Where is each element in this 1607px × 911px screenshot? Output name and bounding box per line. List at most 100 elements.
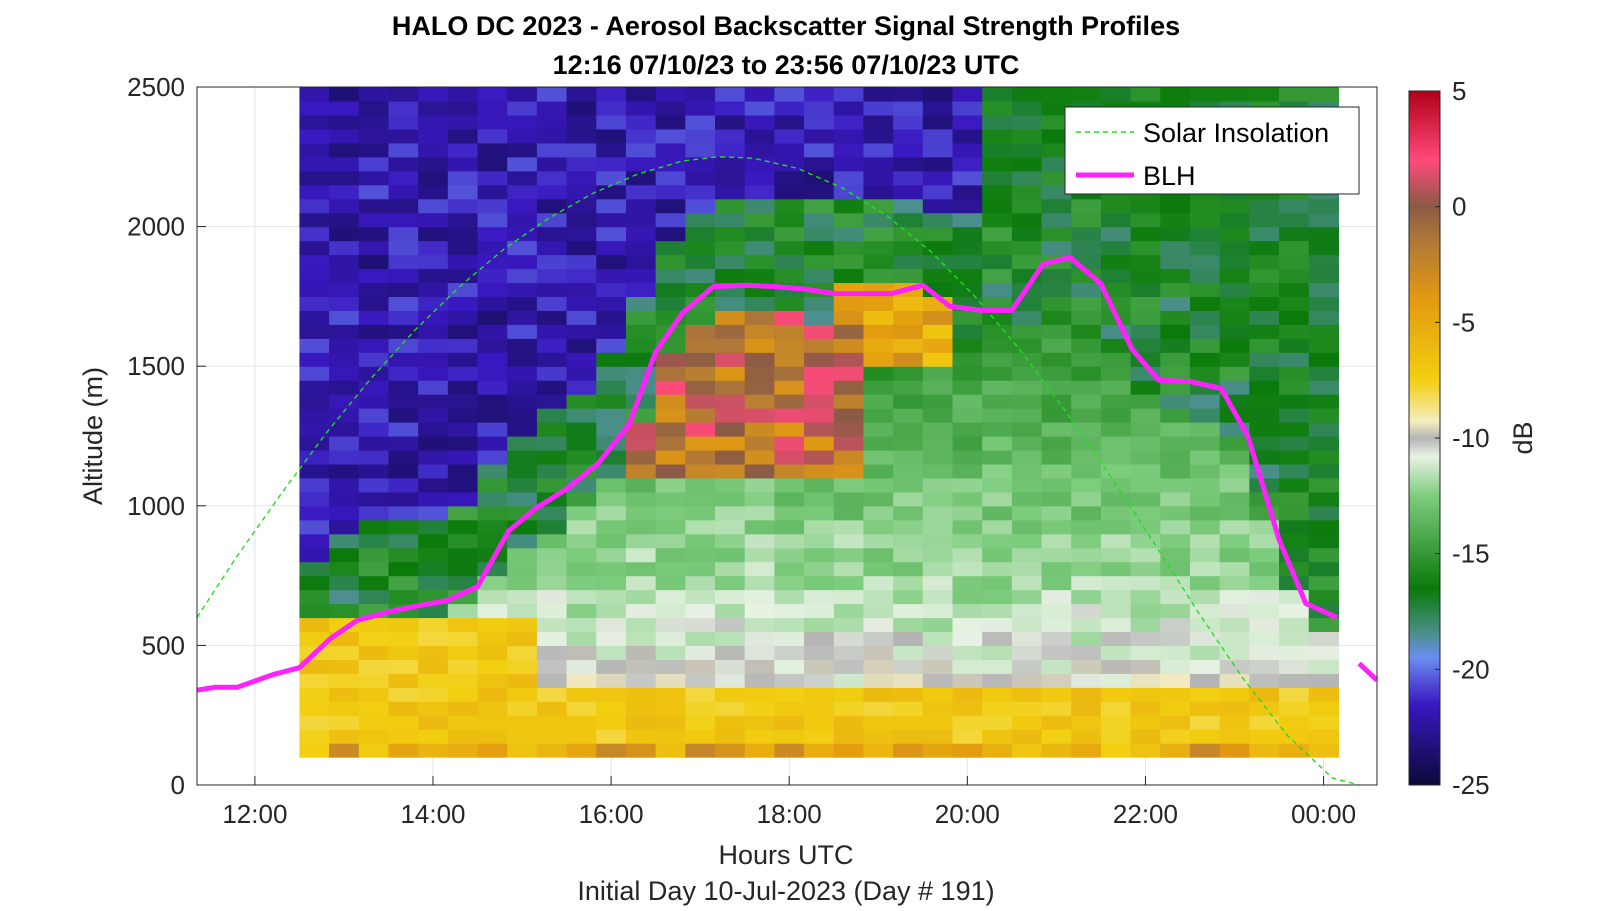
heatmap-cell bbox=[685, 352, 716, 367]
heatmap-cell bbox=[418, 212, 449, 228]
heatmap-cell bbox=[1160, 547, 1191, 563]
heatmap-cell bbox=[1071, 701, 1102, 716]
heatmap-cell bbox=[418, 198, 449, 214]
heatmap-cell bbox=[418, 673, 449, 688]
colorbar-tick-label: 0 bbox=[1452, 192, 1466, 222]
heatmap-cell bbox=[952, 394, 983, 409]
heatmap-cell bbox=[299, 87, 330, 88]
heatmap-cell bbox=[418, 114, 449, 130]
heatmap-cell bbox=[418, 352, 449, 367]
heatmap-cell bbox=[1011, 324, 1043, 339]
heatmap-cell bbox=[329, 505, 360, 521]
heatmap-cell bbox=[685, 589, 716, 605]
heatmap-cell bbox=[1011, 366, 1043, 381]
heatmap-cell bbox=[1041, 366, 1072, 381]
heatmap-cell bbox=[774, 575, 805, 591]
heatmap-cell bbox=[685, 240, 716, 256]
heatmap-cell bbox=[893, 87, 924, 102]
heatmap-cell bbox=[507, 45, 537, 60]
heatmap-cell bbox=[625, 296, 657, 311]
heatmap-cell bbox=[477, 394, 508, 409]
heatmap-cell bbox=[1100, 198, 1132, 214]
heatmap-cell bbox=[388, 310, 419, 325]
heatmap-cell bbox=[744, 352, 775, 367]
heatmap-cell bbox=[478, 59, 508, 74]
heatmap-cell bbox=[447, 519, 479, 535]
y-axis-label: Altitude (m) bbox=[78, 367, 108, 505]
heatmap-cell bbox=[655, 547, 686, 563]
heatmap-cell bbox=[804, 212, 835, 228]
heatmap-cell bbox=[804, 184, 835, 200]
heatmap-cell bbox=[804, 631, 835, 646]
heatmap-cell bbox=[863, 240, 894, 256]
heatmap-cell bbox=[566, 254, 597, 270]
heatmap-cell bbox=[299, 631, 330, 646]
heatmap-cell bbox=[655, 198, 686, 214]
heatmap-cell bbox=[804, 645, 835, 660]
heatmap-cell bbox=[507, 59, 537, 74]
heatmap-cell bbox=[1071, 212, 1102, 228]
heatmap-cell bbox=[655, 449, 686, 465]
heatmap-cell bbox=[329, 142, 360, 158]
heatmap-cell bbox=[329, 324, 360, 339]
heatmap-cell bbox=[299, 436, 330, 451]
heatmap-cell bbox=[715, 408, 746, 423]
x-axis-secondary-label: Initial Day 10-Jul-2023 (Day # 191) bbox=[577, 876, 994, 906]
heatmap-cell bbox=[982, 128, 1013, 144]
heatmap-cell bbox=[625, 715, 657, 730]
heatmap-cell bbox=[1279, 59, 1309, 74]
heatmap-cell bbox=[329, 268, 360, 284]
heatmap-cell bbox=[744, 198, 775, 214]
heatmap-cell bbox=[863, 142, 894, 158]
heatmap-cell bbox=[447, 463, 479, 479]
heatmap-cell bbox=[982, 408, 1013, 423]
heatmap-cell bbox=[863, 226, 894, 242]
heatmap-cell bbox=[774, 198, 805, 214]
x-tick-label: 16:00 bbox=[579, 799, 644, 829]
heatmap-cell bbox=[596, 226, 627, 242]
heatmap-cell bbox=[774, 519, 805, 535]
heatmap-cell bbox=[418, 324, 449, 339]
heatmap-cell bbox=[952, 687, 983, 702]
heatmap-cell bbox=[952, 226, 983, 242]
heatmap-cell bbox=[1249, 408, 1280, 423]
heatmap-cell bbox=[833, 659, 865, 674]
heatmap-cell bbox=[1249, 87, 1280, 102]
heatmap-cell bbox=[715, 617, 746, 633]
heatmap-cell bbox=[1279, 659, 1310, 674]
heatmap-cell bbox=[922, 156, 954, 172]
heatmap-cell bbox=[507, 673, 538, 688]
heatmap-cell bbox=[1011, 170, 1043, 186]
heatmap-cell bbox=[922, 268, 954, 284]
heatmap-cell bbox=[863, 114, 894, 130]
heatmap-cell bbox=[477, 687, 508, 702]
heatmap-cell bbox=[329, 687, 360, 702]
heatmap-cell bbox=[358, 310, 390, 325]
heatmap-cell bbox=[625, 505, 657, 521]
legend: Solar Insolation BLH bbox=[1064, 106, 1360, 195]
heatmap-cell bbox=[1011, 519, 1043, 535]
heatmap-cell bbox=[388, 631, 419, 646]
heatmap-cell bbox=[922, 212, 954, 228]
heatmap-cell bbox=[863, 659, 894, 674]
heatmap-cell bbox=[1249, 282, 1280, 297]
heatmap-cell bbox=[1011, 338, 1043, 353]
heatmap-cell bbox=[1249, 729, 1280, 744]
heatmap-cell bbox=[922, 561, 954, 577]
heatmap-cell bbox=[1279, 631, 1310, 646]
heatmap-cell bbox=[1308, 380, 1340, 395]
heatmap-cell bbox=[952, 310, 983, 325]
heatmap-cell bbox=[447, 631, 479, 646]
heatmap-cell bbox=[299, 491, 330, 507]
heatmap-cell bbox=[1100, 617, 1132, 633]
heatmap-cell bbox=[685, 491, 716, 507]
heatmap-cell bbox=[388, 463, 419, 479]
heatmap-cell bbox=[507, 436, 538, 451]
heatmap-cell bbox=[536, 449, 568, 465]
heatmap-cell bbox=[329, 673, 360, 688]
heatmap-cell bbox=[1279, 408, 1310, 423]
heatmap-cell bbox=[388, 268, 419, 284]
heatmap-cell bbox=[1279, 449, 1310, 465]
heatmap-cell bbox=[1011, 254, 1043, 270]
y-tick-label: 2000 bbox=[127, 212, 185, 242]
